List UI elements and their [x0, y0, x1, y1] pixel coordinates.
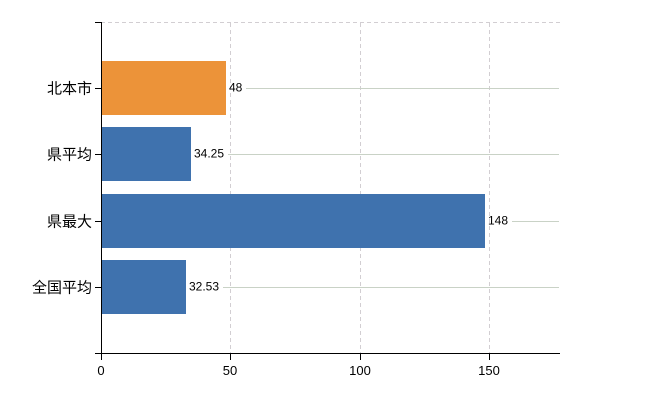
category-label: 全国平均 — [31, 279, 92, 297]
value-label: 148 — [488, 213, 509, 228]
vertical-gridline — [230, 23, 231, 353]
value-label: 32.53 — [189, 279, 220, 294]
category-label: 県最大 — [46, 213, 92, 231]
vertical-gridline — [360, 23, 361, 353]
x-axis-tick — [489, 354, 490, 360]
x-axis-tick-label: 150 — [478, 363, 500, 378]
category-tick — [95, 221, 101, 222]
plot-top-border — [101, 22, 560, 23]
y-axis-top-cap — [95, 22, 101, 23]
x-axis-tick-label: 50 — [222, 363, 238, 378]
x-axis-tick — [360, 354, 361, 360]
x-axis-line — [95, 353, 560, 354]
value-label: 34.25 — [194, 146, 225, 161]
value-leader-line — [246, 88, 559, 89]
bar-2 — [102, 127, 191, 181]
value-label: 48 — [229, 80, 243, 95]
bar-4 — [102, 260, 186, 314]
category-label: 北本市 — [46, 80, 92, 98]
category-label: 県平均 — [46, 146, 92, 164]
category-tick — [95, 154, 101, 155]
x-axis-tick — [230, 354, 231, 360]
value-leader-line — [223, 287, 559, 288]
category-tick — [95, 287, 101, 288]
x-axis-tick-label: 100 — [349, 363, 371, 378]
value-leader-line — [228, 154, 559, 155]
vertical-gridline — [489, 23, 490, 353]
value-leader-line — [512, 221, 559, 222]
bar-3 — [102, 194, 485, 248]
y-axis-line — [101, 22, 102, 359]
bar-1 — [102, 61, 226, 115]
x-axis-tick-label: 0 — [97, 363, 105, 378]
x-axis-tick — [101, 354, 102, 360]
category-tick — [95, 88, 101, 89]
